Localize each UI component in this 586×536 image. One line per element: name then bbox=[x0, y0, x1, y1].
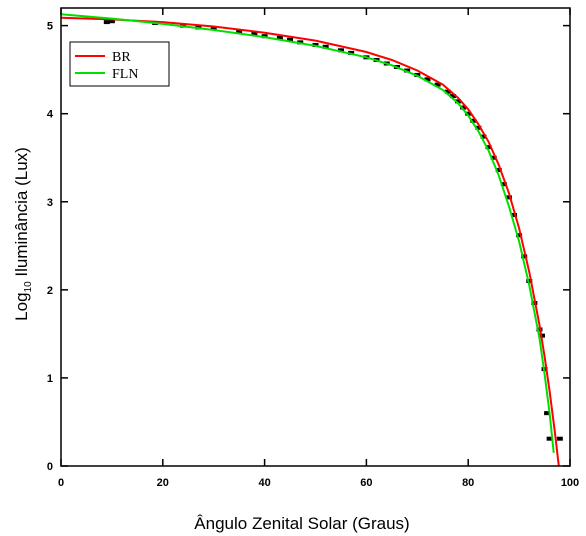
legend-box bbox=[69, 41, 170, 87]
observation-point bbox=[455, 99, 462, 104]
y-axis-title: Log10 Iluminância (Lux) bbox=[12, 147, 34, 321]
observation-point bbox=[460, 105, 467, 110]
y-axis-title-rest: Iluminância (Lux) bbox=[12, 147, 31, 281]
observation-point bbox=[546, 436, 553, 441]
plot-area bbox=[60, 13, 563, 467]
observation-point bbox=[251, 31, 258, 36]
observation-point bbox=[276, 35, 283, 40]
y-tick-label: 4 bbox=[47, 109, 54, 121]
observation-point bbox=[556, 436, 563, 441]
observation-point bbox=[108, 19, 115, 24]
x-tick-label: 40 bbox=[258, 477, 270, 489]
observation-point bbox=[322, 44, 329, 49]
observation-point bbox=[465, 111, 472, 116]
y-tick-label: 5 bbox=[47, 21, 53, 33]
observation-point bbox=[475, 125, 482, 130]
observation-point bbox=[505, 195, 512, 200]
observation-point bbox=[480, 134, 487, 139]
observation-point bbox=[103, 20, 110, 25]
observation-point bbox=[521, 254, 528, 259]
y-tick-label: 3 bbox=[47, 197, 53, 209]
observation-point bbox=[210, 26, 217, 31]
observation-point bbox=[337, 48, 344, 53]
legend: BR FLN bbox=[69, 41, 170, 87]
observation-point bbox=[516, 233, 523, 238]
observation-point bbox=[434, 82, 441, 87]
x-tick-label: 0 bbox=[58, 477, 64, 489]
series-line-fln bbox=[60, 13, 555, 453]
series-line-br bbox=[60, 16, 560, 467]
x-tick-label: 100 bbox=[561, 477, 579, 489]
axes: 0 20 40 60 80 100 0 1 2 3 4 5 bbox=[47, 7, 579, 489]
observation-point bbox=[236, 29, 243, 34]
observation-point bbox=[287, 37, 294, 42]
observation-point bbox=[511, 212, 518, 217]
x-axis-title: Ângulo Zenital Solar (Graus) bbox=[194, 514, 409, 533]
x-tick-label: 20 bbox=[157, 477, 169, 489]
plot-frame bbox=[60, 7, 571, 467]
y-tick-label: 2 bbox=[47, 285, 53, 297]
y-tick-label: 0 bbox=[47, 461, 53, 473]
observation-point bbox=[444, 89, 451, 94]
legend-label-fln: FLN bbox=[112, 67, 138, 82]
observation-point bbox=[495, 168, 502, 173]
y-axis-title-main: Log bbox=[12, 292, 31, 320]
observation-point bbox=[500, 182, 507, 187]
observation-point bbox=[470, 118, 477, 123]
y-tick-label: 1 bbox=[47, 373, 53, 385]
x-tick-label: 60 bbox=[360, 477, 372, 489]
observation-point bbox=[490, 155, 497, 160]
x-tick-label: 80 bbox=[462, 477, 474, 489]
observation-point bbox=[424, 77, 431, 82]
legend-label-br: BR bbox=[112, 50, 131, 65]
observation-point bbox=[544, 411, 551, 416]
y-axis-title-sub: 10 bbox=[23, 281, 34, 293]
observation-point bbox=[485, 145, 492, 150]
observation-point bbox=[449, 94, 456, 99]
